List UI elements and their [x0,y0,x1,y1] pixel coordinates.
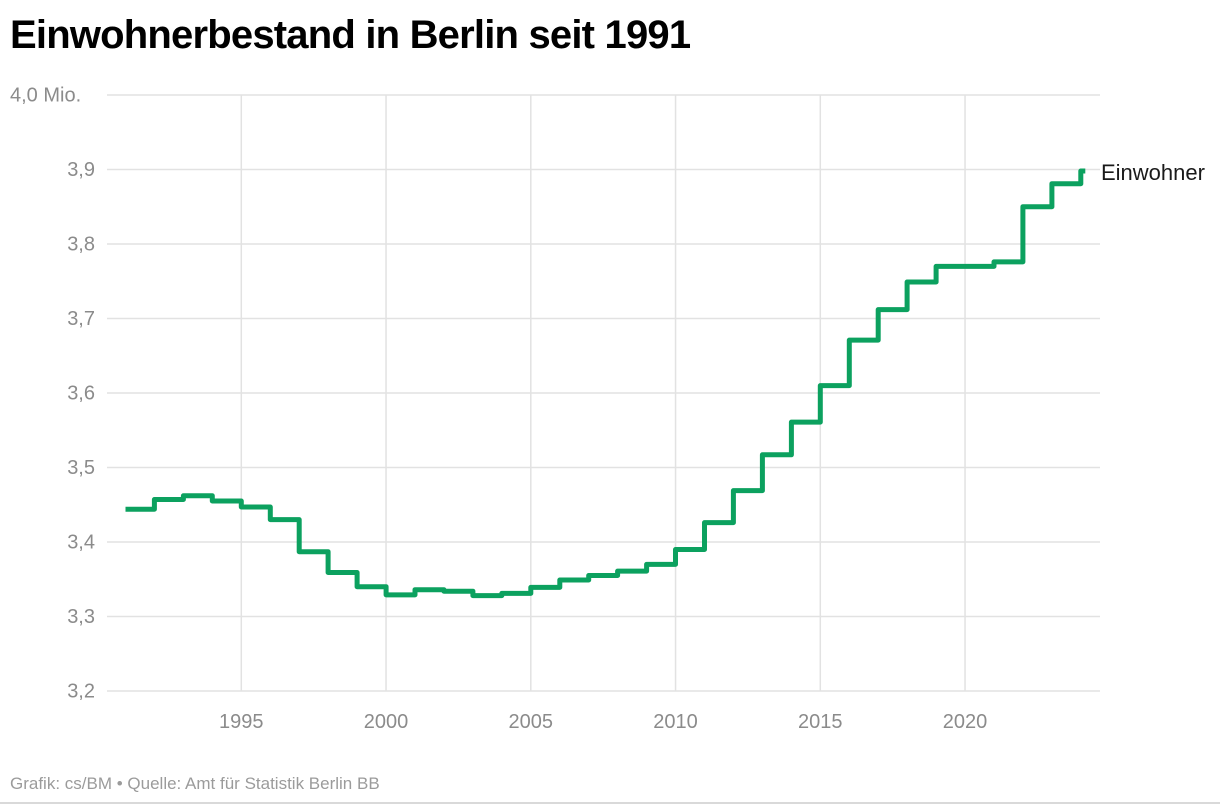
x-axis-tick-label: 2020 [943,711,988,733]
credit-source-note: Grafik: cs/BM • Quelle: Amt für Statisti… [10,774,380,793]
x-axis-tick-label: 2015 [798,711,843,733]
y-axis-tick-label: 3,7 [67,308,95,330]
y-axis-tick-label: 3,4 [67,532,95,554]
y-axis-tick-label: 3,6 [67,383,95,405]
x-axis-tick-label: 2010 [653,711,698,733]
series-label-einwohner: Einwohner [1101,160,1205,185]
bottom-divider [0,802,1220,804]
y-axis-tick-label: 3,2 [67,681,95,703]
x-axis-tick-label: 1995 [219,711,264,733]
population-step-line [125,168,1086,599]
x-axis-tick-label: 2000 [364,711,409,733]
y-axis-tick-label: 3,5 [67,457,95,479]
y-axis-tick-label: 3,8 [67,234,95,256]
y-axis-tick-label: 3,9 [67,159,95,181]
y-axis-tick-label: 3,3 [67,606,95,628]
x-axis-tick-label: 2005 [509,711,554,733]
y-axis-tick-label: 4,0 Mio. [10,85,81,107]
chart-title: Einwohnerbestand in Berlin seit 1991 [10,13,691,57]
